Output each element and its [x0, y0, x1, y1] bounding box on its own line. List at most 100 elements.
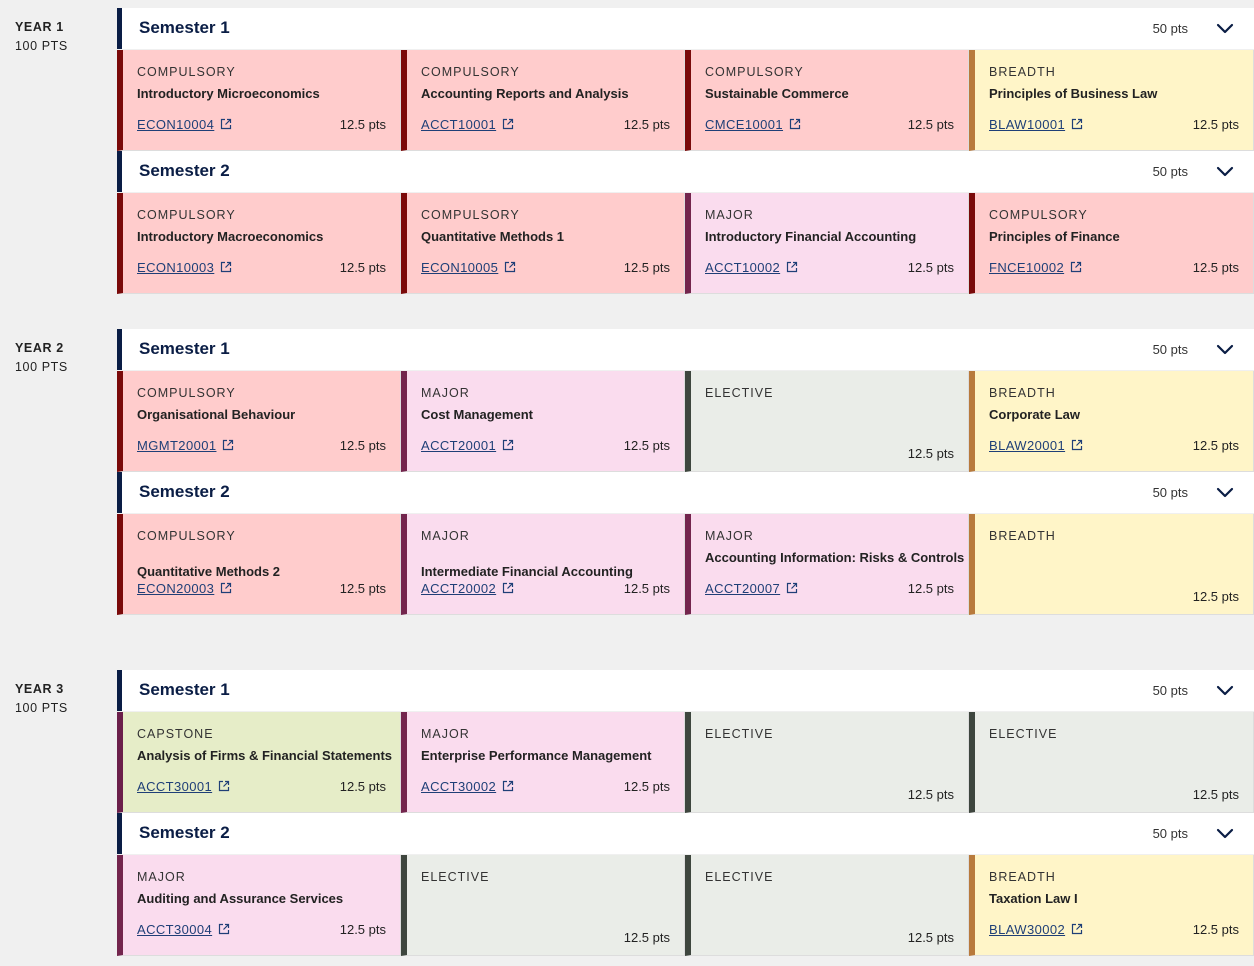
subject-code-link[interactable]: ACCT20007 [705, 581, 798, 596]
subject-code-link[interactable]: ACCT20002 [421, 581, 514, 596]
subject-code: ACCT30001 [137, 779, 213, 794]
external-link-icon [218, 923, 230, 935]
subject-points: 12.5 pts [1192, 438, 1239, 453]
semester-points: 50 pts [1152, 826, 1188, 841]
subject-card[interactable]: BREADTH Corporate Law BLAW20001 12.5 pts [969, 371, 1254, 472]
subject-card[interactable]: COMPULSORY Introductory Microeconomics ECO… [117, 50, 401, 151]
subject-card[interactable]: ELECTIVE 12.5 pts [401, 855, 685, 956]
subject-name: Introductory Microeconomics [137, 86, 320, 101]
chevron-down-icon[interactable] [1214, 680, 1236, 702]
subject-card[interactable]: MAJOR Auditing and Assurance Services ACCT… [117, 855, 401, 956]
semester-panel: Semester 2 50 pts COMPULSORY Quantitative M… [117, 472, 1254, 615]
subject-code: BLAW30002 [989, 922, 1066, 937]
subject-card[interactable]: BREADTH Principles of Business Law BLAW100… [969, 50, 1254, 151]
semester-panel: Semester 1 50 pts COMPULSORY Introductory M… [117, 8, 1254, 151]
semester-title: Semester 2 [139, 161, 230, 180]
subject-code-link[interactable]: ACCT20001 [421, 438, 514, 453]
subject-points: 12.5 pts [623, 260, 670, 275]
semester-points: 50 pts [1152, 683, 1188, 698]
subject-type: MAJOR [705, 208, 754, 222]
subject-code-link[interactable]: ACCT30004 [137, 922, 230, 937]
semester-title: Semester 1 [139, 339, 230, 358]
subject-card[interactable]: BREADTH 12.5 pts [969, 514, 1254, 615]
chevron-down-icon[interactable] [1214, 161, 1236, 183]
subject-card[interactable]: COMPULSORY Organisational Behaviour MGMT20… [117, 371, 401, 472]
subject-card[interactable]: ELECTIVE 12.5 pts [685, 712, 969, 813]
subject-card[interactable]: COMPULSORY Accounting Reports and Analysi… [401, 50, 685, 151]
subject-card[interactable]: MAJOR Accounting Information: Risks & Con… [685, 514, 969, 615]
subject-type: MAJOR [421, 727, 470, 741]
subject-card[interactable]: MAJOR Intermediate Financial Accounting AC… [401, 514, 685, 615]
subject-type: MAJOR [705, 529, 754, 543]
subject-card[interactable]: COMPULSORY Quantitative Methods 1 ECON1000… [401, 193, 685, 294]
subject-points: 12.5 pts [339, 922, 386, 937]
year-name: YEAR 1 [15, 20, 64, 34]
subject-points: 12.5 pts [1192, 787, 1239, 802]
subject-card[interactable]: ELECTIVE 12.5 pts [969, 712, 1254, 813]
chevron-down-icon[interactable] [1214, 339, 1236, 361]
subject-card[interactable]: COMPULSORY Introductory Macroeconomics ECO… [117, 193, 401, 294]
subject-grid: COMPULSORY Introductory Macroeconomics ECO… [117, 193, 1254, 294]
subject-card[interactable]: BREADTH Taxation Law I BLAW30002 12.5 pts [969, 855, 1254, 956]
subject-code: ECON10004 [137, 117, 215, 132]
subject-card[interactable]: CAPSTONE Analysis of Firms & Financial St… [117, 712, 401, 813]
external-link-icon [502, 439, 514, 451]
subject-points: 12.5 pts [1192, 117, 1239, 132]
subject-code-link[interactable]: ECON20003 [137, 581, 232, 596]
subject-name: Quantitative Methods 1 [421, 229, 565, 244]
external-link-icon [1071, 923, 1083, 935]
external-link-icon [220, 582, 232, 594]
subject-card[interactable]: COMPULSORY Sustainable Commerce CMCE10001 1… [685, 50, 969, 151]
subject-code-link[interactable]: ECON10005 [421, 260, 516, 275]
chevron-down-icon[interactable] [1214, 823, 1236, 845]
semester-header[interactable]: Semester 2 50 pts [117, 472, 1254, 513]
subject-code-link[interactable]: ECON10003 [137, 260, 232, 275]
year-name: YEAR 3 [15, 682, 64, 696]
semester-header[interactable]: Semester 1 50 pts [117, 670, 1254, 711]
semester-header[interactable]: Semester 1 50 pts [117, 329, 1254, 370]
subject-card[interactable]: COMPULSORY Quantitative Methods 2 ECON2000… [117, 514, 401, 615]
subject-code-link[interactable]: MGMT20001 [137, 438, 234, 453]
subject-code-link[interactable]: ACCT30001 [137, 779, 230, 794]
subject-type: MAJOR [421, 529, 470, 543]
subject-name: Cost Management [421, 407, 533, 422]
subject-code-link[interactable]: CMCE10001 [705, 117, 801, 132]
subject-card[interactable]: MAJOR Cost Management ACCT20001 12.5 pts [401, 371, 685, 472]
subject-card[interactable]: ELECTIVE 12.5 pts [685, 371, 969, 472]
subject-card[interactable]: ELECTIVE 12.5 pts [685, 855, 969, 956]
subject-code-link[interactable]: ECON10004 [137, 117, 232, 132]
chevron-down-icon[interactable] [1214, 18, 1236, 40]
subject-code-link[interactable]: FNCE10002 [989, 260, 1082, 275]
subject-card[interactable]: MAJOR Introductory Financial Accounting AC… [685, 193, 969, 294]
external-link-icon [502, 582, 514, 594]
subject-code-link[interactable]: BLAW10001 [989, 117, 1083, 132]
semester-header[interactable]: Semester 1 50 pts [117, 8, 1254, 49]
subject-points: 12.5 pts [1192, 589, 1239, 604]
subject-name: Principles of Business Law [989, 86, 1158, 101]
subject-card[interactable]: MAJOR Enterprise Performance Management AC… [401, 712, 685, 813]
subject-code-link[interactable]: BLAW20001 [989, 438, 1083, 453]
subject-grid: COMPULSORY Organisational Behaviour MGMT20… [117, 371, 1254, 472]
subject-points: 12.5 pts [623, 117, 670, 132]
subject-type: COMPULSORY [137, 65, 236, 79]
subject-card[interactable]: COMPULSORY Principles of Finance FNCE10002… [969, 193, 1254, 294]
chevron-down-icon[interactable] [1214, 482, 1236, 504]
semester-header[interactable]: Semester 2 50 pts [117, 813, 1254, 854]
subject-name: Organisational Behaviour [137, 407, 296, 422]
subject-type: CAPSTONE [137, 727, 214, 741]
subject-name: Auditing and Assurance Services [137, 891, 344, 906]
year-name: YEAR 2 [15, 341, 64, 355]
external-link-icon [502, 118, 514, 130]
subject-code-link[interactable]: ACCT10001 [421, 117, 514, 132]
semester-header[interactable]: Semester 2 50 pts [117, 151, 1254, 192]
subject-type: COMPULSORY [989, 208, 1088, 222]
subject-code-link[interactable]: BLAW30002 [989, 922, 1083, 937]
subject-code-link[interactable]: ACCT30002 [421, 779, 514, 794]
subject-code-link[interactable]: ACCT10002 [705, 260, 798, 275]
subject-code: BLAW20001 [989, 438, 1066, 453]
subject-points: 12.5 pts [907, 446, 954, 461]
external-link-icon [786, 261, 798, 273]
semester-title: Semester 1 [139, 680, 230, 699]
subject-type: MAJOR [137, 870, 186, 884]
semester-points: 50 pts [1152, 21, 1188, 36]
